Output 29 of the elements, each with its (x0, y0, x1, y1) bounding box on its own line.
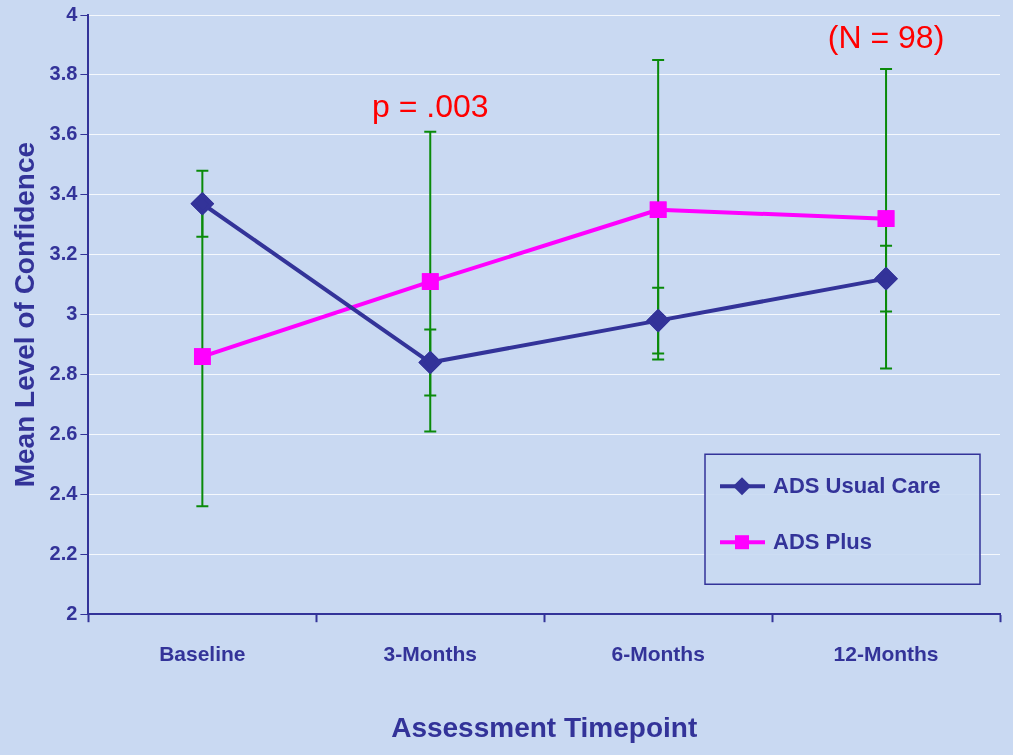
x-tick-label: 3-Months (383, 641, 477, 665)
legend-label: ADS Plus (773, 529, 873, 555)
x-tick-label: 12-Months (833, 641, 939, 665)
y-tick-label: 3.2 (49, 242, 78, 265)
point (419, 351, 442, 374)
point (649, 201, 667, 219)
x-tick-label: Baseline (159, 641, 246, 665)
x-tick-label: 6-Months (611, 641, 705, 665)
y-tick-label: 3.8 (49, 62, 78, 85)
point (647, 309, 670, 332)
point (875, 267, 898, 290)
y-tick-label: 2.4 (49, 481, 79, 504)
point (421, 273, 439, 291)
y-axis-title: Mean Level of Confidence (8, 141, 40, 488)
annotation: p = .003 (371, 87, 489, 124)
y-tick-label: 2.6 (49, 421, 78, 444)
point (877, 210, 895, 228)
y-tick-label: 3.4 (49, 182, 79, 205)
legend-label: ADS Usual Care (773, 473, 941, 499)
y-tick-label: 3 (66, 302, 78, 325)
y-tick-label: 3.6 (49, 122, 78, 145)
y-tick-label: 2 (66, 601, 78, 624)
x-axis-title: Assessment Timepoint (391, 711, 698, 743)
y-tick-label: 4 (66, 2, 79, 25)
point (193, 348, 211, 365)
y-tick-label: 2.8 (49, 362, 78, 385)
y-tick-label: 2.2 (49, 541, 78, 564)
annotation: (N = 98) (827, 18, 945, 55)
point (191, 192, 214, 215)
